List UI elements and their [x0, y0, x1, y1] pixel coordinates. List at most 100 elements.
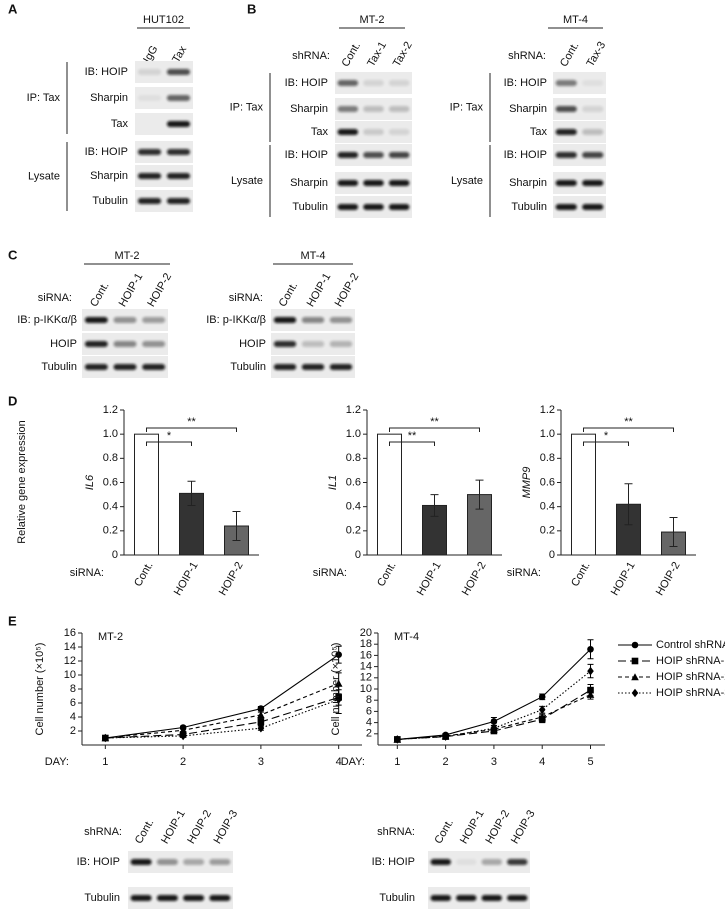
marker	[394, 735, 401, 744]
blot-band	[209, 895, 231, 901]
gene-label: IL1	[327, 475, 339, 490]
blot-band	[388, 180, 410, 186]
legend-label: HOIP shRNA-2	[656, 671, 725, 683]
blot-band	[166, 95, 191, 101]
y-tick-label: 0	[355, 549, 361, 561]
y-tick-label: 0.6	[540, 476, 555, 488]
significance-label: **	[624, 416, 633, 428]
row-label: IB: HOIP	[372, 856, 415, 868]
x-axis-title: DAY:	[341, 756, 365, 768]
blot-band	[363, 204, 384, 210]
y-tick-label: 1.0	[540, 428, 555, 440]
marker	[631, 673, 639, 681]
significance-bracket	[583, 427, 674, 432]
group-label: Lysate	[231, 175, 263, 187]
blot-strip	[553, 172, 606, 194]
significance-label: *	[604, 430, 609, 442]
marker	[335, 695, 342, 704]
group-label: IP: Tax	[27, 92, 61, 104]
blot-band	[273, 317, 297, 323]
marker	[586, 690, 595, 698]
lane-label: Cont.	[133, 817, 157, 846]
panel-label: D	[8, 393, 17, 408]
y-tick-label: 18	[360, 638, 372, 650]
row-label: Tubulin	[292, 201, 328, 213]
significance-label: *	[167, 430, 172, 442]
legend-label: Control shRNA	[656, 639, 725, 651]
blot-band	[156, 895, 178, 901]
marker	[631, 641, 639, 649]
x-tick-label: HOIP-2	[460, 560, 489, 598]
blot-band	[142, 317, 166, 323]
blot-band	[363, 80, 384, 86]
row-label: IB: HOIP	[85, 146, 128, 158]
blot-band	[273, 341, 297, 347]
blot-band	[582, 204, 604, 210]
blot-band	[582, 106, 604, 112]
blot-band	[481, 895, 502, 901]
marker	[257, 711, 265, 719]
blot-band	[166, 198, 191, 204]
blot-band	[555, 129, 577, 135]
y-tick-label: 16	[360, 649, 372, 661]
significance-label: **	[430, 416, 439, 428]
row-label: Sharpin	[90, 92, 128, 104]
row-label: Sharpin	[509, 103, 547, 115]
blot-strip	[428, 851, 530, 873]
x-tick-label: Cont.	[375, 560, 399, 589]
marker	[335, 651, 342, 658]
row-label: IB: HOIP	[504, 149, 547, 161]
x-tick-label: 3	[491, 756, 497, 768]
blot-band	[363, 152, 384, 158]
y-tick-label: 14	[360, 661, 372, 673]
row-label: Tubulin	[379, 892, 415, 904]
row-label: IB: p-IKKα/β	[17, 314, 77, 326]
error-bar	[624, 483, 633, 526]
blot-band	[166, 149, 191, 155]
y-tick-label: 12	[64, 655, 76, 667]
bar-chart: 0 0.2 0.4 0.6 0.8 1.0 1.2 IL1 siRNA: Cont. HOIP-1 H…	[313, 404, 502, 598]
blot-band	[363, 129, 384, 135]
y-tick-label: 0.2	[346, 525, 361, 537]
lane-label: Tax-2	[391, 40, 415, 69]
lane-prefix: siRNA:	[38, 292, 72, 304]
blot: MT-2 shRNA: Cont. Tax-1 Tax-2 IB: HOIP Sharpin…	[230, 14, 415, 218]
gene-label: MMP9	[521, 467, 533, 499]
x-axis-title: DAY:	[45, 756, 69, 768]
y-tick-label: 8	[366, 694, 372, 706]
y-tick-label: 2	[70, 725, 76, 737]
blot-strip	[553, 72, 606, 94]
marker	[442, 732, 449, 741]
blot-band	[183, 895, 205, 901]
legend: Control shRNA HOIP shRNA-1 HOIP shRNA-2 HOI…	[618, 639, 725, 699]
blot-band	[555, 80, 577, 86]
y-tick-label: 2	[366, 728, 372, 740]
marker	[631, 688, 639, 698]
row-label: Tax	[311, 126, 329, 138]
blot-band	[337, 80, 359, 86]
blot-band	[273, 364, 297, 370]
significance-bracket	[389, 427, 480, 432]
bar	[571, 433, 596, 556]
marker	[538, 713, 547, 721]
lane-label: HOIP-2	[185, 808, 214, 846]
lane-label: Tax-1	[365, 40, 389, 69]
blot-band	[113, 317, 137, 323]
x-tick-label: Cont.	[569, 560, 593, 589]
series-line	[397, 694, 591, 740]
y-tick-label: 0.6	[346, 476, 361, 488]
blot-band	[113, 364, 137, 370]
group-label: Lysate	[451, 175, 483, 187]
blot-band	[337, 152, 359, 158]
y-axis-title: Cell number (×10⁵)	[330, 643, 342, 736]
blot-band	[329, 364, 353, 370]
blot-band	[130, 859, 152, 865]
y-tick-label: 6	[366, 705, 372, 717]
blot-band	[363, 106, 384, 112]
y-tick-label: 20	[360, 627, 372, 639]
blot-band	[137, 198, 162, 204]
significance-label: **	[187, 416, 196, 428]
blot-band	[301, 317, 325, 323]
blot-band	[388, 106, 410, 112]
